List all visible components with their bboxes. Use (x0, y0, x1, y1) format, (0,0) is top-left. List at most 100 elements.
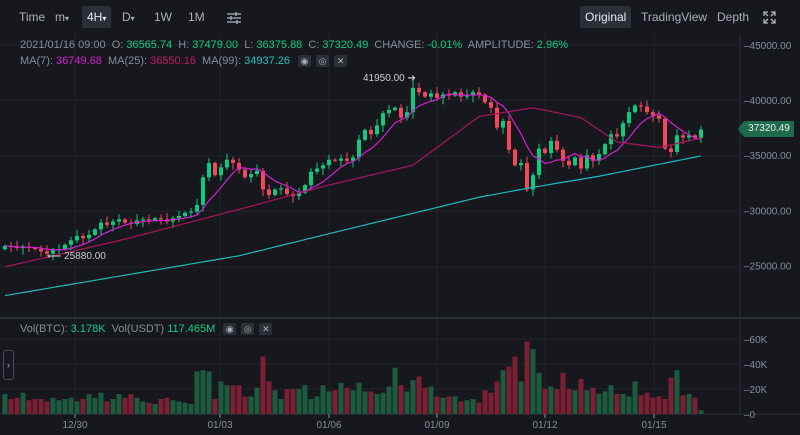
candle-down (459, 92, 463, 97)
settings-icon[interactable]: ◎ (241, 323, 255, 336)
candle-down (645, 106, 649, 113)
volume-bar (638, 395, 644, 414)
volume-bar (92, 397, 98, 414)
volume-bar (230, 385, 236, 414)
amplitude-label: AMPLITUDE: (467, 39, 534, 51)
interval-minutes-dropdown[interactable]: m▾ (50, 6, 74, 28)
interval-day-dropdown[interactable]: D▾ (117, 6, 140, 28)
vol-btc-label: Vol(BTC): (20, 323, 68, 335)
volume-bar (128, 394, 134, 414)
view-original[interactable]: Original (580, 6, 632, 28)
volume-bar (428, 386, 434, 414)
volume-bar (560, 372, 566, 414)
volume-bar (500, 370, 506, 414)
candle-up (465, 95, 469, 97)
candle-down (663, 118, 667, 149)
candle-up (315, 168, 319, 172)
volume-bar (56, 400, 62, 414)
volume-bar (458, 401, 464, 414)
volume-bar (452, 396, 458, 414)
volume-bar (86, 394, 92, 414)
candle-down (495, 107, 499, 128)
candle-down (81, 235, 85, 239)
view-tradingview[interactable]: TradingView (641, 10, 708, 24)
open-value: 36565.74 (126, 39, 173, 51)
volume-bar (146, 402, 152, 414)
amplitude-value: 2.96% (536, 39, 568, 51)
volume-bar (656, 396, 662, 414)
candle-up (303, 185, 307, 193)
volume-bar (152, 404, 158, 414)
volume-bar (350, 390, 356, 414)
eye-icon[interactable]: ◉ (223, 323, 237, 336)
candle-up (309, 171, 313, 186)
volume-bar (698, 410, 704, 414)
candle-down (693, 135, 697, 138)
volume-bar (158, 399, 164, 414)
fullscreen-button[interactable] (758, 6, 781, 28)
candle-up (111, 221, 115, 225)
volume-bar (116, 394, 122, 414)
candle-up (69, 240, 73, 245)
interval-1w[interactable]: 1W (154, 10, 172, 24)
volume-bar (140, 401, 146, 414)
arrow-left-icon: ⟵ (47, 251, 62, 262)
ma25-line (4, 107, 702, 268)
price-tick-label: –35000.00 (744, 151, 792, 162)
volume-bar (104, 401, 110, 414)
candle-up (351, 157, 355, 161)
volume-bar (410, 380, 416, 414)
candle-up (201, 177, 205, 205)
volume-bar (242, 396, 248, 414)
volume-bar (578, 379, 584, 414)
candle-up (141, 219, 145, 221)
ohlc-legend: 2021/01/16 09:00 O: 36565.74 H: 37479.00 L… (20, 39, 571, 51)
eye-icon[interactable]: ◉ (298, 55, 312, 68)
candle-down (33, 248, 37, 250)
volume-bar (14, 397, 20, 414)
low-value: 36375.88 (256, 39, 303, 51)
candle-down (489, 102, 493, 108)
interval-4h-dropdown[interactable]: 4H▾ (82, 6, 112, 28)
candle-down (159, 218, 163, 220)
candle-down (123, 219, 127, 223)
settings-icon[interactable]: ◎ (316, 55, 330, 68)
high-annotation-value: 41950.00 (363, 73, 405, 84)
interval-time[interactable]: Time (19, 10, 46, 24)
ma7-line (4, 93, 702, 251)
candle-down (213, 162, 217, 176)
vol-usdt-value: 117.465M (167, 323, 216, 335)
candle-up (279, 188, 283, 190)
close-icon[interactable]: ✕ (334, 55, 348, 68)
interval-minutes-label: m (55, 10, 65, 24)
expand-panel-button[interactable]: › (3, 350, 14, 380)
candle-up (633, 105, 637, 113)
volume-bar (44, 401, 50, 414)
volume-bar (200, 370, 206, 414)
volume-bar (20, 392, 26, 414)
view-depth[interactable]: Depth (717, 10, 750, 24)
candle-down (285, 188, 289, 194)
ma25-value: 36550.16 (150, 55, 196, 67)
change-value: -0.01% (427, 39, 463, 51)
volume-tick-label: –40K (744, 360, 768, 371)
volume-bar (650, 397, 656, 414)
volume-bar (608, 385, 614, 414)
candle-up (225, 159, 229, 168)
close-icon[interactable]: ✕ (259, 323, 273, 336)
indicator-settings-button[interactable] (222, 6, 246, 28)
candle-up (51, 250, 55, 254)
close-label: C: (308, 39, 320, 51)
candle-down (267, 189, 271, 196)
interval-1m[interactable]: 1M (188, 10, 205, 24)
volume-bar (134, 397, 140, 414)
time-tick-label: 12/30 (62, 420, 87, 431)
candle-up (627, 112, 631, 124)
volume-bar (404, 391, 410, 414)
candle-up (207, 162, 211, 178)
volume-bar (38, 399, 44, 414)
candle-up (585, 155, 589, 169)
volume-bar (278, 399, 284, 414)
candle-up (429, 93, 433, 97)
